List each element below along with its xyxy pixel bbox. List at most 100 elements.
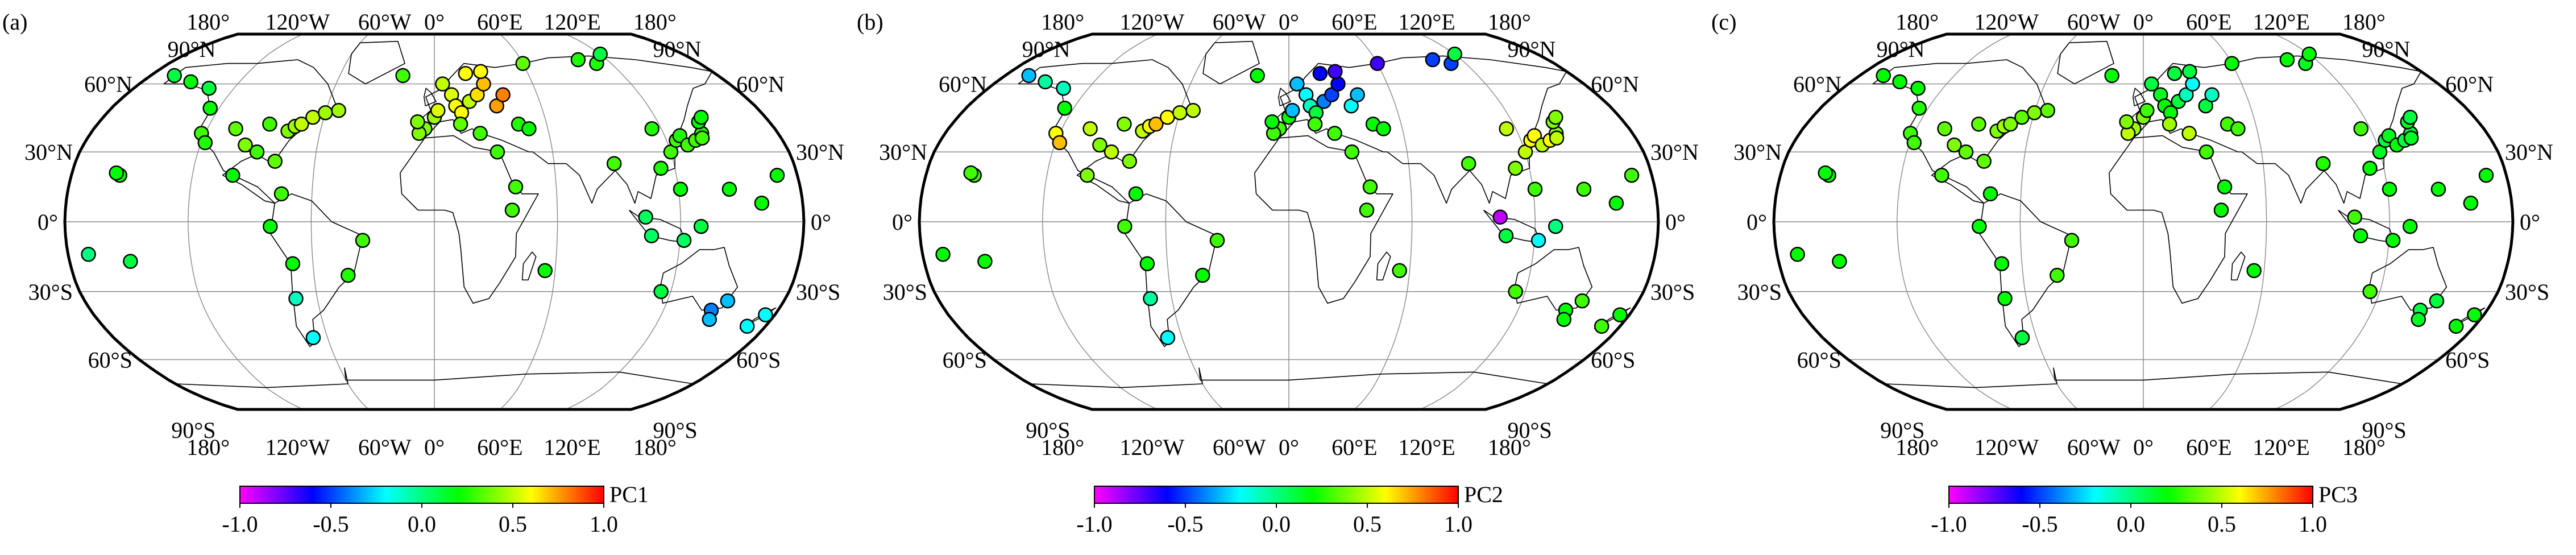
lon-label-top: 120°E: [544, 9, 600, 35]
station-marker: [1608, 196, 1624, 211]
lon-label-bottom: 0°: [2133, 434, 2154, 460]
lat-label-right: 60°N: [1591, 72, 1639, 97]
station-marker: [1892, 74, 1907, 90]
coastline: [2368, 247, 2448, 311]
colorbar: -1.0 -0.5 0.0 0.5 1.0 PC1: [222, 482, 649, 537]
coastline: [2230, 251, 2246, 281]
coastline: [2133, 88, 2146, 106]
lon-label-top: 60°W: [2067, 9, 2121, 35]
station-marker: [2246, 263, 2262, 279]
lat-label-left: 60°S: [943, 347, 987, 372]
coastline: [400, 135, 539, 304]
lat-label-right: 90°N: [653, 36, 702, 62]
lon-label-top: 120°W: [266, 9, 330, 35]
lat-label-right: 0°: [811, 209, 831, 235]
meridian-line: [565, 34, 682, 410]
panel-letter: (b): [857, 9, 883, 35]
lat-label-right: 90°N: [1508, 36, 1556, 62]
lat-label-right: 60°N: [2445, 72, 2494, 97]
station-marker: [331, 102, 346, 118]
coastline: [1594, 307, 1631, 329]
lon-label-bottom: 180°: [186, 434, 230, 460]
colorbar-tick-label: -0.5: [1167, 511, 1203, 537]
lat-label-left: 30°S: [1737, 279, 1782, 305]
coastline: [1124, 193, 1218, 347]
station-marker: [2167, 65, 2183, 81]
colorbar-tick-label: -1.0: [222, 511, 258, 537]
station-marker: [977, 254, 993, 269]
station-marker: [1997, 291, 2013, 307]
stations: [935, 46, 1640, 346]
station-marker: [2224, 56, 2239, 71]
meridian-line: [187, 34, 304, 410]
lon-label-top: 180°: [2342, 9, 2386, 35]
colorbar-label: PC2: [1464, 482, 1503, 507]
lat-label-left: 60°N: [939, 72, 987, 97]
station-marker: [495, 87, 511, 102]
lon-label-top: 120°W: [1974, 9, 2039, 35]
coastline: [1030, 367, 1548, 388]
coastline: [414, 55, 713, 204]
lat-label-left: 0°: [38, 209, 58, 235]
station-marker: [2385, 233, 2401, 248]
station-marker: [1994, 256, 2010, 271]
station-marker: [318, 105, 333, 121]
meridian-line: [2208, 34, 2267, 410]
station-marker: [183, 74, 198, 90]
station-marker: [2230, 121, 2246, 136]
station-marker: [1392, 263, 1407, 279]
station-marker: [673, 181, 688, 197]
station-marker: [2301, 46, 2317, 62]
station-marker: [702, 312, 717, 327]
lon-label-bottom: 120°W: [1974, 434, 2039, 460]
station-marker: [1911, 100, 1927, 116]
lat-label-right: 30°N: [796, 139, 844, 165]
lon-label-top: 180°: [1041, 9, 1084, 35]
colorbar-tick-label: 0.5: [1353, 511, 1382, 537]
colorbar-tick-label: 0.5: [2208, 511, 2236, 537]
station-marker: [2403, 130, 2419, 146]
station-marker: [1209, 233, 1225, 248]
station-marker: [1548, 218, 1563, 234]
station-marker: [410, 114, 425, 130]
station-marker: [1594, 318, 1610, 334]
station-marker: [267, 154, 283, 169]
lat-label-right: 90°S: [1508, 417, 1552, 443]
lat-label-right: 90°S: [2362, 417, 2407, 443]
lat-label-left: 30°N: [879, 139, 927, 165]
station-marker: [2064, 233, 2080, 248]
station-marker: [2279, 52, 2295, 68]
station-marker: [288, 291, 304, 307]
station-marker: [294, 117, 309, 132]
lat-label-left: 90°N: [168, 36, 216, 62]
station-marker: [2198, 144, 2214, 160]
station-marker: [2362, 160, 2378, 176]
lon-label-top: 120°E: [2253, 9, 2309, 35]
lat-label-left: 60°S: [88, 347, 132, 372]
station-marker: [1122, 154, 1137, 169]
lon-label-bottom: 120°E: [2253, 434, 2309, 460]
station-marker: [2027, 105, 2042, 121]
lon-label-bottom: 180°: [1041, 434, 1084, 460]
station-marker: [249, 144, 265, 160]
station-marker: [285, 256, 301, 271]
station-marker: [1285, 102, 1300, 118]
colorbar-tick-label: 0.5: [499, 511, 527, 537]
colorbar-tick-label: -1.0: [1076, 511, 1112, 537]
station-marker: [1327, 126, 1342, 141]
lat-label-left: 30°S: [883, 279, 927, 305]
colorbar-tick-label: 1.0: [2299, 511, 2327, 537]
station-marker: [472, 126, 488, 141]
station-marker: [1082, 121, 1098, 136]
station-marker: [1160, 330, 1176, 346]
map-panel-3: (c) 180° 120°W 60°W 0° 60°E 120°E 180° 180° 120°W…: [1711, 9, 2553, 537]
lon-label-top: 60°W: [358, 9, 412, 35]
lat-label-left: 60°S: [1797, 347, 1841, 372]
lat-label-right: 0°: [1665, 209, 1686, 235]
station-marker: [2467, 307, 2482, 322]
station-marker: [1344, 144, 1360, 160]
station-marker: [769, 167, 785, 183]
station-marker: [430, 102, 446, 118]
station-marker: [228, 121, 243, 136]
